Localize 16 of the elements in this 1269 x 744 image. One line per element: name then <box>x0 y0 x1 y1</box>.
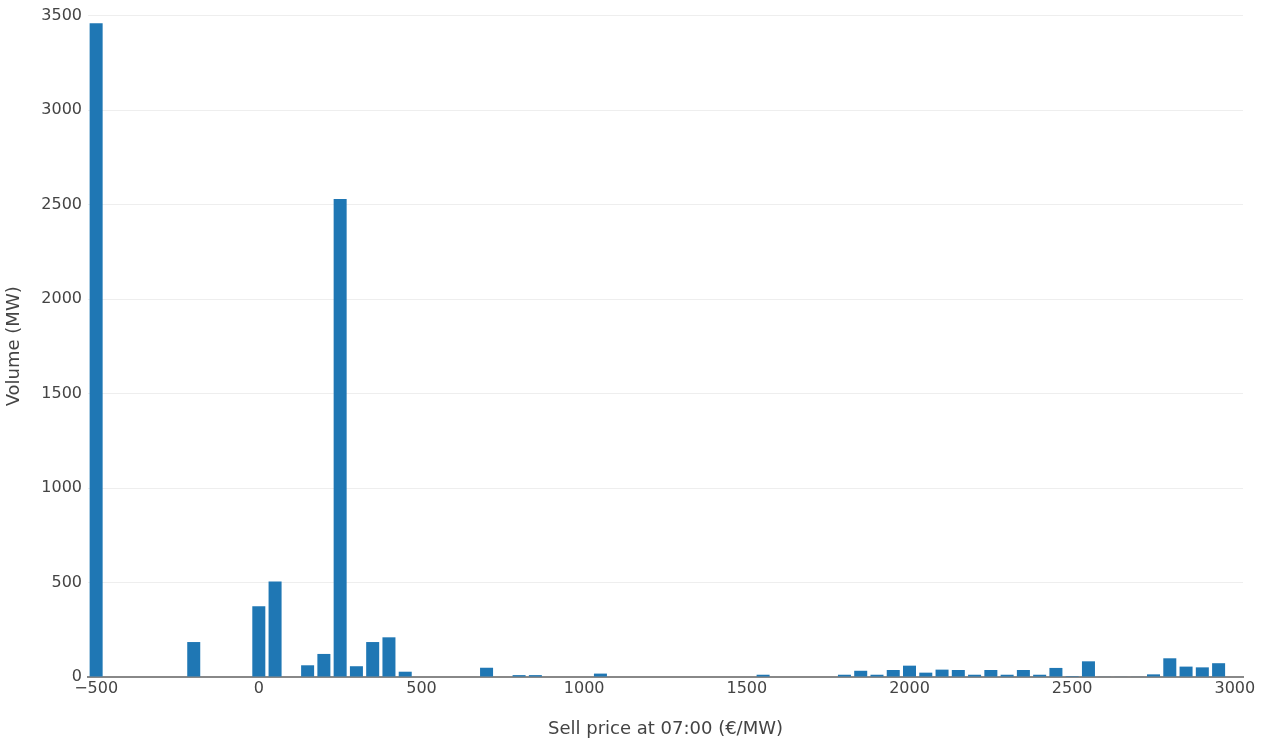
x-tick-label: 500 <box>406 677 437 697</box>
x-tick-label: 0 <box>253 677 264 697</box>
x-axis-title: Sell price at 07:00 (€/MW) <box>547 716 784 738</box>
y-tick-label: 2000 <box>41 288 82 308</box>
y-tick-label: 1000 <box>41 477 82 497</box>
y-tick-label: 1500 <box>41 382 82 402</box>
y-tick-label: 3000 <box>41 99 82 119</box>
y-tick-label: 3500 <box>41 4 82 24</box>
x-tick-label: 1000 <box>563 677 605 697</box>
y-tick-label: 500 <box>51 571 82 591</box>
y-axis-title: Volume (MW) <box>2 286 24 407</box>
x-tick-label: 2000 <box>889 677 930 697</box>
x-tick-label: 3000 <box>1214 677 1256 697</box>
x-tick-label: 2500 <box>1051 677 1093 697</box>
x-tick-label: 1500 <box>726 677 768 697</box>
y-tick-label: 2500 <box>41 193 82 213</box>
